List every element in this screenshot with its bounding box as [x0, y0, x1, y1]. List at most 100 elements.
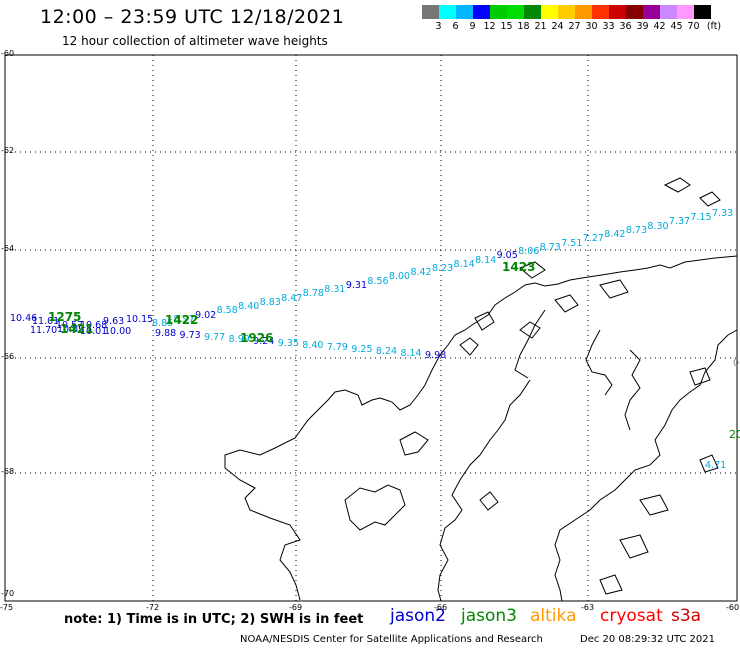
legend-label: 18	[517, 21, 530, 32]
lon-tick-label: -75	[0, 603, 14, 612]
legend-label: 9	[469, 21, 476, 32]
edge-value: 20	[729, 428, 740, 441]
legend-label: 70	[687, 21, 700, 32]
legend-label: 21	[534, 21, 547, 32]
swh-value-jason3: 8.31	[324, 284, 346, 296]
legend-swatch	[592, 5, 609, 19]
legend-label: 15	[500, 21, 513, 32]
footer-note: note: 1) Time is in UTC; 2) SWH is in fe…	[64, 612, 364, 627]
pass-time-label: 1423	[502, 260, 536, 274]
legend-label: 27	[568, 21, 581, 32]
swh-value-jason2: 11.01	[32, 316, 60, 327]
page-subtitle: 12 hour collection of altimeter wave hei…	[62, 34, 328, 48]
legend-label: 45	[670, 21, 683, 32]
swh-value-track: 9.35	[277, 338, 299, 349]
swh-value-track: 9.88	[155, 328, 177, 339]
swh-value-track: 9.24	[253, 336, 275, 347]
swh-value-jason3: 8.78	[302, 288, 324, 300]
legend-label: 6	[452, 21, 459, 32]
swh-value-jason2: 10.46	[10, 313, 38, 324]
legend-swatch	[694, 5, 711, 19]
pass-time-label: 1926	[240, 331, 274, 345]
lon-tick-label: -66	[434, 603, 448, 612]
coastline	[224, 177, 738, 602]
lon-tick-label: -69	[289, 603, 303, 612]
swh-value-jason3: 8.56	[367, 275, 389, 287]
swh-value-jason3: 8.40	[238, 301, 260, 313]
satellite-legend-jason2: jason2	[390, 606, 446, 626]
pass-time-label: 1275	[48, 310, 82, 324]
legend-label: 3	[435, 21, 442, 32]
legend-unit: (ft)	[706, 21, 722, 32]
swh-value-jason3: 9.05	[496, 250, 518, 262]
legend-swatch	[660, 5, 677, 19]
legend-label: 36	[619, 21, 632, 32]
legend-label: 24	[551, 21, 564, 32]
swh-value-jason3: 8.14	[453, 258, 475, 270]
satellite-legend-jason3: jason3	[461, 606, 517, 626]
swh-value-track: 9.73	[179, 330, 201, 341]
legend-swatch	[422, 5, 439, 19]
lon-tick-label: -60	[726, 603, 740, 612]
swh-value-jason3: 8.42	[410, 267, 432, 279]
legend-label: 12	[483, 21, 496, 32]
legend-label: 33	[602, 21, 615, 32]
lon-gridlines	[152, 55, 589, 601]
swh-value-jason3: 7.51	[561, 237, 583, 249]
satellite-legend-cryosat: cryosat	[600, 606, 663, 626]
legend-swatch	[643, 5, 660, 19]
legend-swatch	[439, 5, 456, 19]
legend-swatch	[490, 5, 507, 19]
lon-tick-label: -63	[581, 603, 595, 612]
swh-value-jason2: 10.89	[57, 324, 85, 335]
swh-value-jason2: 11.70	[30, 325, 58, 336]
swh-value-jason3: 8.23	[432, 263, 454, 274]
swh-value-jason3: 8.97	[173, 313, 195, 325]
lat-tick-label: -60	[1, 49, 15, 58]
swh-value-jason3: 8.73	[625, 224, 647, 236]
swh-value-jason3: 7.15	[690, 212, 712, 224]
legend-swatch	[507, 5, 524, 19]
swh-value-jason3: 8.30	[647, 220, 669, 232]
swh-value-jason3: 8.85	[152, 318, 174, 329]
swh-value-jason2: 10.15	[126, 314, 154, 325]
pass-time-label: 1421	[60, 322, 94, 336]
legend-swatch	[626, 5, 643, 19]
legend-swatch	[541, 5, 558, 19]
timestamp-text: Dec 20 08:29:32 UTC 2021	[580, 634, 715, 645]
legend-swatch	[609, 5, 626, 19]
legend-swatch	[524, 5, 541, 19]
legend-label: 30	[585, 21, 598, 32]
legend-label: 42	[653, 21, 666, 32]
lat-tick-label: -62	[1, 146, 15, 155]
legend-label: 39	[636, 21, 649, 32]
swh-value-jason3: 9.31	[345, 279, 367, 291]
swh-value-jason3: 7.33	[712, 208, 734, 219]
edge-value: 0.	[733, 358, 740, 369]
swh-value-jason2: 10.01	[80, 326, 108, 337]
edge-value: 4.71	[705, 460, 727, 471]
satellite-legend-s3a: s3a	[671, 606, 702, 626]
swh-value-jason3: 8.58	[216, 305, 238, 317]
lat-tick-label: -64	[1, 244, 15, 253]
swh-value-jason3: 8.06	[518, 246, 540, 258]
color-legend	[422, 5, 711, 19]
page-title: 12:00 – 23:59 UTC 12/18/2021	[40, 6, 345, 28]
satellite-legend-altika: altika	[530, 606, 577, 626]
swh-value-jason3: 8.73	[539, 241, 561, 253]
swh-value-track: 8.24	[375, 346, 398, 357]
legend-swatch	[473, 5, 490, 19]
swh-value-track: 9.77	[204, 332, 226, 343]
swh-value-jason2: 10.00	[104, 326, 132, 337]
legend-swatch	[677, 5, 694, 19]
swh-value-jason2: 9.63	[103, 316, 125, 327]
swh-value-jason3: 7.37	[668, 216, 691, 228]
lon-tick-label: -72	[146, 603, 160, 612]
lat-gridlines	[5, 151, 737, 474]
lat-tick-label: -66	[1, 352, 15, 361]
swh-value-track: 8.14	[400, 348, 422, 359]
swh-value-jason2: 10.68	[80, 320, 108, 331]
swh-value-jason3: 8.14	[475, 254, 497, 266]
